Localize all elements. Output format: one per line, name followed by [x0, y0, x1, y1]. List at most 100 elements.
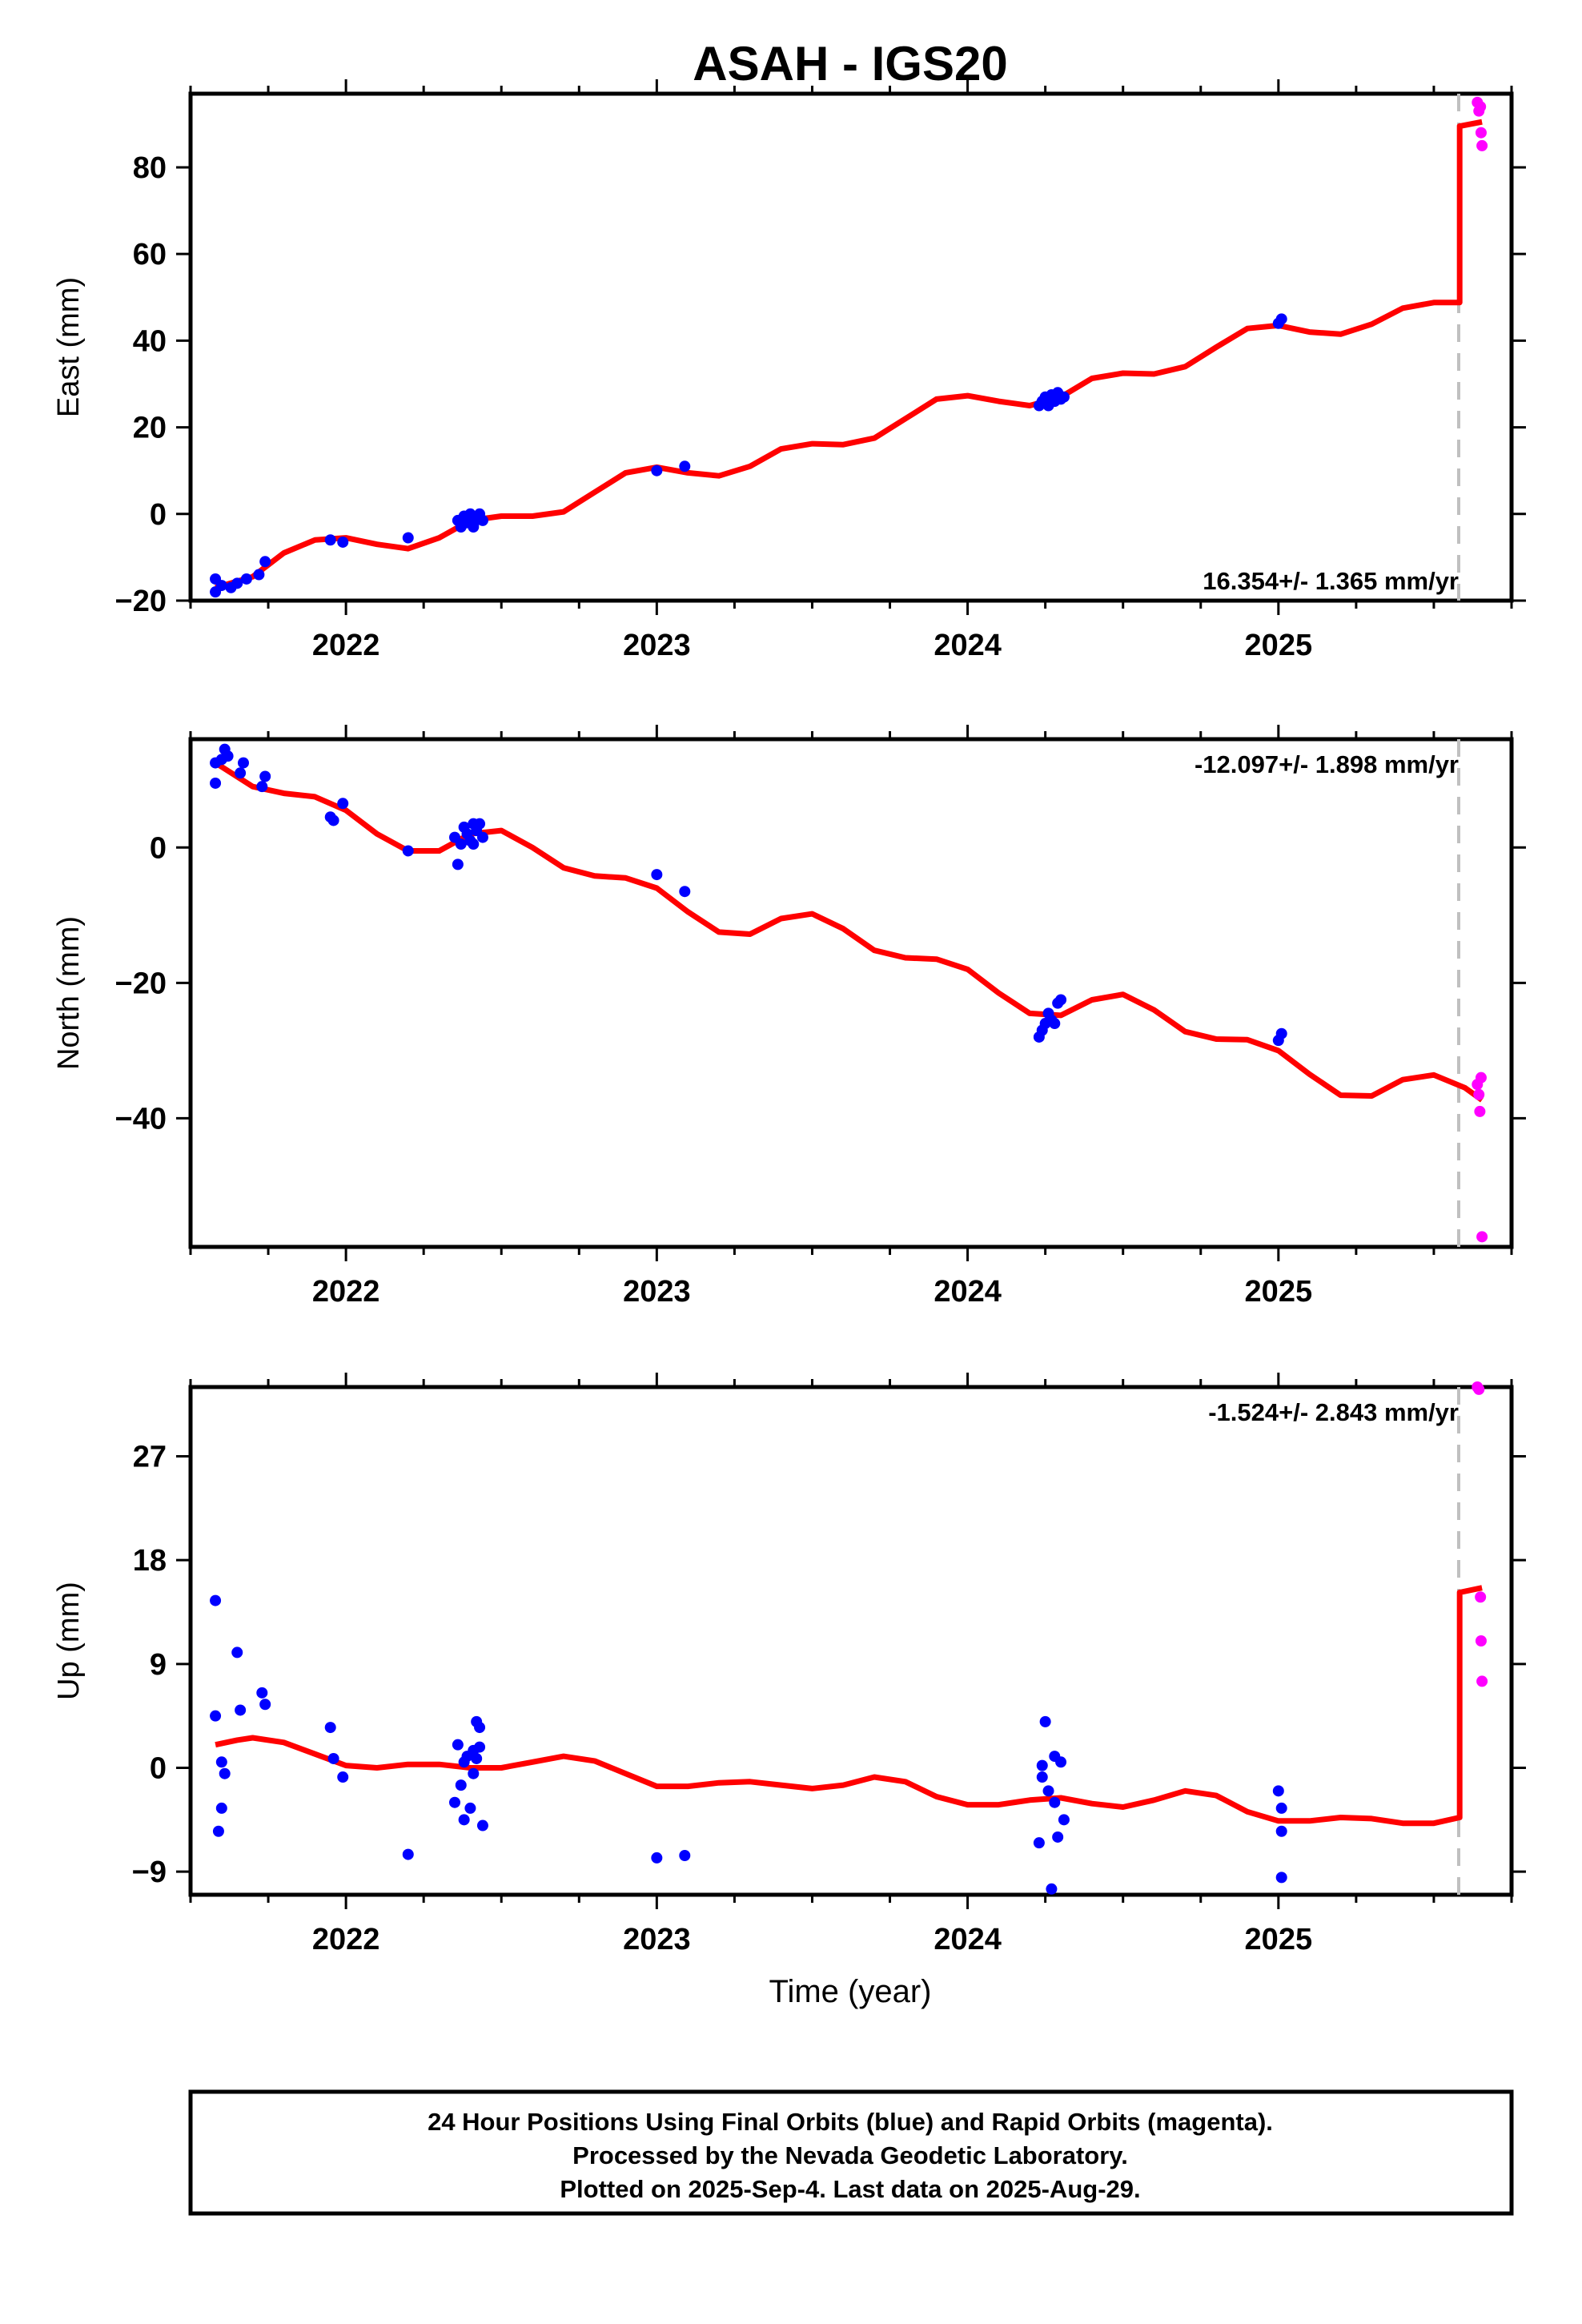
final-orbit-point — [455, 838, 467, 850]
final-orbit-point — [474, 1741, 486, 1753]
final-orbit-point — [215, 1756, 227, 1768]
y-tick-label: −40 — [115, 1102, 167, 1136]
y-tick-label: 20 — [133, 412, 167, 445]
rapid-orbit-point — [1476, 1231, 1488, 1243]
y-tick-label: 0 — [150, 498, 167, 532]
final-orbit-point — [452, 858, 464, 870]
final-orbit-point — [235, 1704, 247, 1716]
footer-line-2: Processed by the Nevada Geodetic Laborat… — [572, 2141, 1128, 2169]
rapid-orbit-point — [1473, 1088, 1485, 1100]
final-orbit-point — [1042, 1785, 1054, 1797]
final-orbit-point — [210, 1594, 222, 1606]
x-tick-label: 2023 — [623, 1923, 691, 1956]
north-panel: 2022 2023 2024 2025 −40 −20 0 North (mm) -12.097… — [52, 725, 1526, 1309]
rapid-orbit-point — [1473, 1383, 1485, 1395]
final-orbit-point — [402, 1848, 414, 1860]
final-orbit-point — [458, 1814, 470, 1826]
y-axis-label: Up (mm) — [52, 1582, 86, 1700]
y-tick-label: 27 — [133, 1440, 167, 1474]
x-tick-label: 2024 — [934, 1923, 1002, 1956]
final-orbit-point — [337, 1771, 349, 1783]
final-orbit-point — [256, 1687, 268, 1699]
rapid-orbit-point — [1475, 127, 1487, 139]
final-orbit-point — [1058, 391, 1070, 403]
final-orbit-point — [1272, 1785, 1284, 1797]
final-orbit-point — [235, 767, 247, 779]
x-tick-label: 2024 — [934, 629, 1002, 662]
y-tick-label: 40 — [133, 324, 167, 358]
final-orbit-point — [324, 534, 336, 546]
final-orbit-point — [679, 460, 691, 472]
chart-title: ASAH - IGS20 — [693, 37, 1007, 90]
final-orbit-point — [238, 757, 249, 769]
x-tick-label: 2025 — [1245, 1923, 1313, 1956]
final-orbit-point — [219, 1767, 231, 1779]
final-orbit-point — [1055, 994, 1067, 1006]
rapid-orbit-point — [1476, 139, 1488, 151]
final-orbit-point — [1058, 1814, 1070, 1826]
final-orbit-point — [259, 1699, 271, 1711]
final-orbit-point — [651, 1852, 663, 1864]
final-orbit-point — [1039, 1715, 1051, 1727]
final-orbit-point — [337, 536, 349, 548]
final-orbit-point — [253, 569, 265, 581]
final-orbit-point — [231, 1647, 243, 1659]
final-orbit-point — [651, 869, 663, 881]
up-panel: 2022 2023 2024 2025 −9 0 9 18 27 Up (mm) -1.524+/-… — [52, 1373, 1526, 1956]
velocity-rate-label: -12.097+/- 1.898 mm/yr — [1195, 750, 1459, 778]
final-orbit-point — [210, 1710, 222, 1722]
final-orbit-point — [474, 1722, 486, 1734]
rapid-orbit-point — [1474, 1105, 1486, 1117]
model-fit-line — [215, 119, 1483, 591]
x-tick-label: 2023 — [623, 629, 691, 662]
east-panel: 2022 2023 2024 2025 −20 0 20 40 60 80 East (mm) 16.… — [52, 79, 1526, 662]
y-tick-label: 0 — [150, 1752, 167, 1786]
rapid-orbit-point — [1475, 1591, 1487, 1603]
final-orbit-point — [449, 1796, 460, 1808]
final-orbit-point — [1049, 1796, 1061, 1808]
final-orbit-point — [476, 831, 488, 843]
final-orbit-point — [222, 750, 234, 762]
footer-frame — [188, 2089, 1514, 2216]
plot-frame — [188, 737, 1514, 1249]
x-tick-label: 2024 — [934, 1275, 1002, 1309]
rapid-orbit-point — [1475, 1072, 1487, 1084]
final-orbit-point — [471, 1752, 483, 1764]
final-orbit-point — [1036, 1759, 1048, 1771]
final-orbit-point — [337, 798, 349, 810]
y-tick-label: 9 — [150, 1648, 167, 1682]
final-orbit-point — [1052, 1831, 1064, 1843]
y-tick-label: −20 — [115, 967, 167, 1000]
y-axis-label: East (mm) — [52, 277, 86, 417]
final-orbit-point — [212, 1825, 224, 1837]
footer-line-1: 24 Hour Positions Using Final Orbits (bl… — [428, 2108, 1273, 2136]
velocity-rate-label: 16.354+/- 1.365 mm/yr — [1203, 567, 1459, 595]
x-tick-label: 2022 — [312, 1923, 380, 1956]
footer-box: 24 Hour Positions Using Final Orbits (bl… — [188, 2089, 1514, 2216]
final-orbit-point — [455, 1779, 467, 1791]
final-orbit-point — [1275, 313, 1287, 325]
x-tick-label: 2025 — [1245, 1275, 1313, 1309]
final-orbit-point — [215, 1802, 227, 1814]
final-orbit-point — [651, 464, 663, 476]
plot-frame — [188, 91, 1514, 603]
final-orbit-point — [259, 770, 271, 782]
model-fit-line — [215, 1585, 1483, 1827]
final-orbit-point — [1055, 1756, 1067, 1768]
final-orbit-point — [468, 838, 480, 850]
final-orbit-point — [1275, 1802, 1287, 1814]
final-orbit-point — [231, 577, 243, 589]
final-orbit-point — [215, 580, 227, 592]
final-orbit-point — [1049, 1018, 1061, 1030]
x-tick-label: 2025 — [1245, 629, 1313, 662]
final-orbit-point — [1275, 1872, 1287, 1884]
y-tick-label: −9 — [132, 1856, 167, 1889]
final-orbit-point — [474, 818, 486, 830]
final-orbit-point — [1033, 1837, 1045, 1849]
final-orbit-point — [259, 556, 271, 568]
final-orbit-point — [327, 814, 339, 826]
plot-frame — [188, 1385, 1514, 1897]
final-orbit-point — [1275, 1027, 1287, 1039]
y-tick-label: 0 — [150, 831, 167, 865]
